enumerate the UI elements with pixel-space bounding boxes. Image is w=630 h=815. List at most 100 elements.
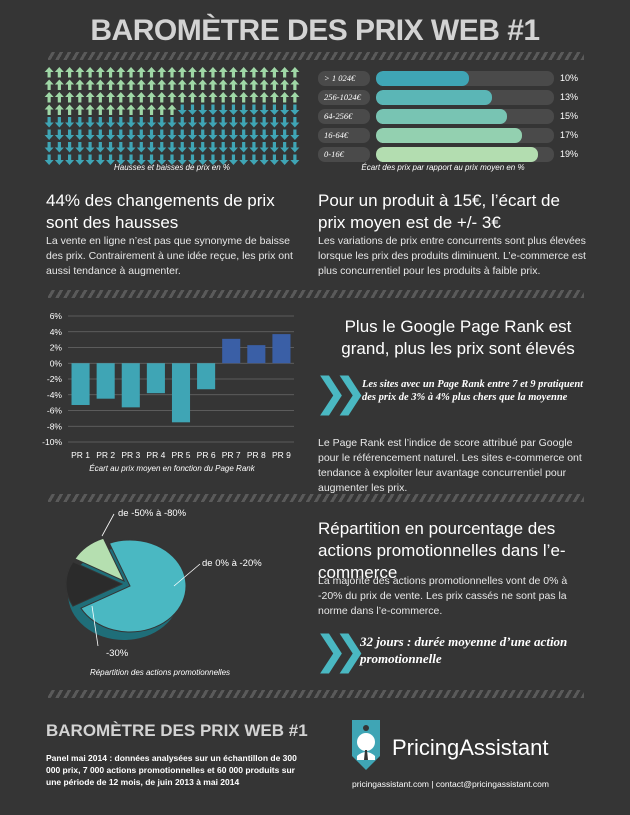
down-arrow-icon: [116, 129, 126, 140]
up-arrow-icon: [65, 79, 75, 90]
ecart-heading: Pour un produit à 15€, l’écart de prix m…: [318, 191, 560, 232]
brand-name: PricingAssistant: [392, 735, 549, 760]
up-arrow-icon: [116, 79, 126, 90]
down-arrow-icon: [259, 117, 269, 128]
divider: [48, 290, 584, 298]
down-arrow-icon: [157, 154, 167, 165]
up-arrow-icon: [95, 79, 105, 90]
down-arrow-icon: [106, 154, 116, 165]
up-arrow-icon: [269, 79, 279, 90]
down-arrow-icon: [259, 104, 269, 115]
down-arrow-icon: [177, 117, 187, 128]
ecart-value-label: 15%: [560, 111, 579, 121]
down-arrow-icon: [290, 142, 300, 153]
down-arrow-icon: [249, 154, 259, 165]
up-arrow-icon: [218, 79, 228, 90]
down-arrow-icon: [54, 142, 64, 153]
price-change-pictogram: [44, 67, 300, 165]
up-arrow-icon: [249, 67, 259, 78]
down-arrow-icon: [44, 129, 54, 140]
down-arrow-icon: [85, 154, 95, 165]
down-arrow-icon: [198, 117, 208, 128]
pie-leader-line: [91, 605, 99, 647]
down-arrow-icon: [259, 129, 269, 140]
up-arrow-icon: [259, 92, 269, 103]
up-arrow-icon: [54, 104, 64, 115]
pr-bar: [96, 363, 115, 399]
down-arrow-icon: [95, 117, 105, 128]
up-arrow-icon: [218, 67, 228, 78]
up-arrow-icon: [147, 104, 157, 115]
up-arrow-icon: [95, 67, 105, 78]
down-arrow-icon: [208, 142, 218, 153]
down-arrow-icon: [177, 129, 187, 140]
down-arrow-icon: [85, 129, 95, 140]
up-arrow-icon: [136, 92, 146, 103]
up-arrow-icon: [228, 79, 238, 90]
pie-slice: [74, 537, 126, 583]
down-arrow-icon: [269, 104, 279, 115]
down-arrow-icon: [65, 154, 75, 165]
ecart-bar: [376, 90, 493, 105]
up-arrow-icon: [177, 92, 187, 103]
down-arrow-icon: [116, 154, 126, 165]
up-arrow-icon: [136, 104, 146, 115]
up-arrow-icon: [208, 67, 218, 78]
down-arrow-icon: [280, 117, 290, 128]
down-arrow-icon: [239, 117, 249, 128]
down-arrow-icon: [147, 142, 157, 153]
x-tick-label: PR 6: [197, 450, 216, 460]
y-tick-label: 4%: [50, 327, 63, 337]
divider: [48, 494, 584, 502]
down-arrow-icon: [249, 104, 259, 115]
up-arrow-icon: [85, 92, 95, 103]
down-arrow-icon: [136, 129, 146, 140]
pie-caption: Répartition des actions promotionnelles: [89, 668, 231, 677]
down-arrow-icon: [126, 129, 136, 140]
x-tick-label: PR 9: [272, 450, 291, 460]
down-arrow-icon: [177, 142, 187, 153]
up-arrow-icon: [75, 92, 85, 103]
down-arrow-icon: [290, 104, 300, 115]
promo-text: La majorité des actions promotionnelles …: [318, 575, 568, 617]
down-arrow-icon: [218, 142, 228, 153]
down-arrow-icon: [95, 142, 105, 153]
up-arrow-icon: [126, 79, 136, 90]
y-tick-label: 6%: [50, 311, 63, 321]
down-arrow-icon: [280, 142, 290, 153]
y-tick-label: 2%: [50, 343, 63, 353]
down-arrow-icon: [167, 154, 177, 165]
down-arrow-icon: [280, 129, 290, 140]
pie-slice-label: de 0% à -20%: [202, 558, 262, 569]
down-arrow-icon: [167, 142, 177, 153]
up-arrow-icon: [157, 79, 167, 90]
down-arrow-icon: [167, 117, 177, 128]
chevron-right-icon: ❯❯: [314, 370, 367, 416]
ecart-bar-track: [376, 71, 554, 86]
down-arrow-icon: [85, 117, 95, 128]
down-arrow-icon: [218, 104, 228, 115]
up-arrow-icon: [280, 79, 290, 90]
ecart-value-label: 10%: [560, 73, 579, 83]
ecart-bar: [376, 71, 470, 86]
up-arrow-icon: [65, 67, 75, 78]
up-arrow-icon: [239, 79, 249, 90]
down-arrow-icon: [259, 154, 269, 165]
up-arrow-icon: [136, 79, 146, 90]
up-arrow-icon: [44, 92, 54, 103]
down-arrow-icon: [106, 142, 116, 153]
up-arrow-icon: [54, 67, 64, 78]
down-arrow-icon: [157, 129, 167, 140]
up-arrow-icon: [228, 92, 238, 103]
down-arrow-icon: [157, 117, 167, 128]
down-arrow-icon: [208, 154, 218, 165]
up-arrow-icon: [54, 92, 64, 103]
down-arrow-icon: [198, 142, 208, 153]
down-arrow-icon: [239, 142, 249, 153]
ecart-category-label: 0-16€: [318, 147, 370, 162]
down-arrow-icon: [95, 154, 105, 165]
up-arrow-icon: [187, 92, 197, 103]
down-arrow-icon: [54, 154, 64, 165]
down-arrow-icon: [198, 154, 208, 165]
down-arrow-icon: [75, 154, 85, 165]
